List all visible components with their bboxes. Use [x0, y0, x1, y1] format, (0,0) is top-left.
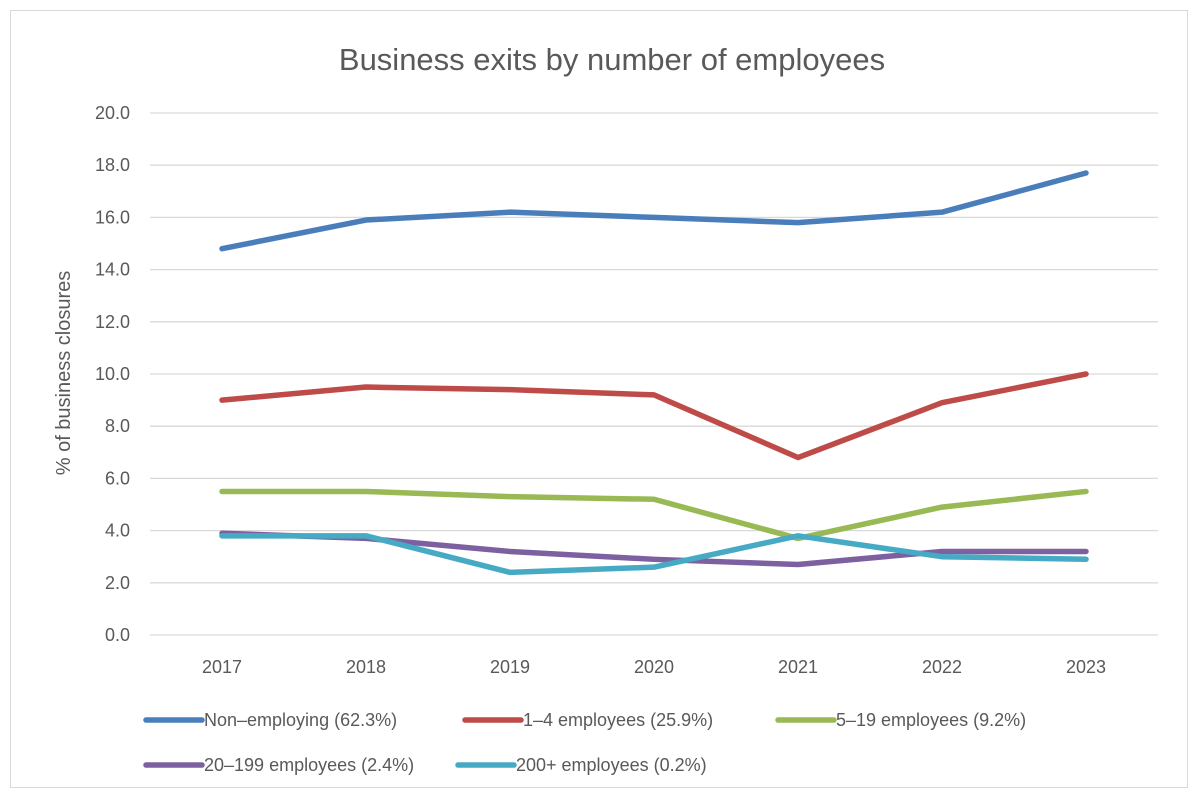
y-tick-label: 12.0 [95, 312, 130, 332]
legend-item-5: 200+ employees (0.2%) [455, 755, 707, 775]
x-tick-label: 2018 [346, 657, 386, 677]
y-tick-label: 10.0 [95, 364, 130, 384]
y-tick-label: 4.0 [105, 521, 130, 541]
y-tick-label: 2.0 [105, 573, 130, 593]
legend-label: 200+ employees (0.2%) [516, 755, 707, 775]
y-tick-label: 8.0 [105, 416, 130, 436]
y-tick-label: 16.0 [95, 207, 130, 227]
series-line-5 [219, 533, 1089, 576]
x-tick-label: 2017 [202, 657, 242, 677]
y-tick-label: 14.0 [95, 260, 130, 280]
y-axis-title: % of business closures [53, 271, 75, 476]
x-axis-tick-labels: 2017 2018 2019 2020 2021 2022 2023 [202, 657, 1106, 677]
legend-item-4: 20–199 employees (2.4%) [143, 755, 414, 775]
series-lines [219, 170, 1089, 576]
x-tick-label: 2023 [1066, 657, 1106, 677]
legend-item-2: 1–4 employees (25.9%) [462, 710, 713, 730]
chart-frame [10, 10, 1188, 788]
y-tick-label: 20.0 [95, 103, 130, 123]
y-axis-tick-labels: 0.0 2.0 4.0 6.0 8.0 10.0 12.0 14.0 16.0 18.0 20.0 [95, 103, 130, 645]
series-line-3 [219, 488, 1089, 542]
legend-label: 20–199 employees (2.4%) [204, 755, 414, 775]
legend-label: Non–employing (62.3%) [204, 710, 397, 730]
legend-label: 1–4 employees (25.9%) [523, 710, 713, 730]
series-line-1 [219, 170, 1089, 252]
series-line-2 [219, 371, 1089, 461]
legend: Non–employing (62.3%) 1–4 employees (25.9… [143, 710, 1026, 775]
legend-item-3: 5–19 employees (9.2%) [775, 710, 1026, 730]
y-tick-label: 0.0 [105, 625, 130, 645]
legend-item-1: Non–employing (62.3%) [143, 710, 397, 730]
chart-title: Business exits by number of employees [339, 42, 885, 77]
y-tick-label: 18.0 [95, 155, 130, 175]
legend-label: 5–19 employees (9.2%) [836, 710, 1026, 730]
x-tick-label: 2019 [490, 657, 530, 677]
x-tick-label: 2022 [922, 657, 962, 677]
x-tick-label: 2021 [778, 657, 818, 677]
x-tick-label: 2020 [634, 657, 674, 677]
y-tick-label: 6.0 [105, 468, 130, 488]
